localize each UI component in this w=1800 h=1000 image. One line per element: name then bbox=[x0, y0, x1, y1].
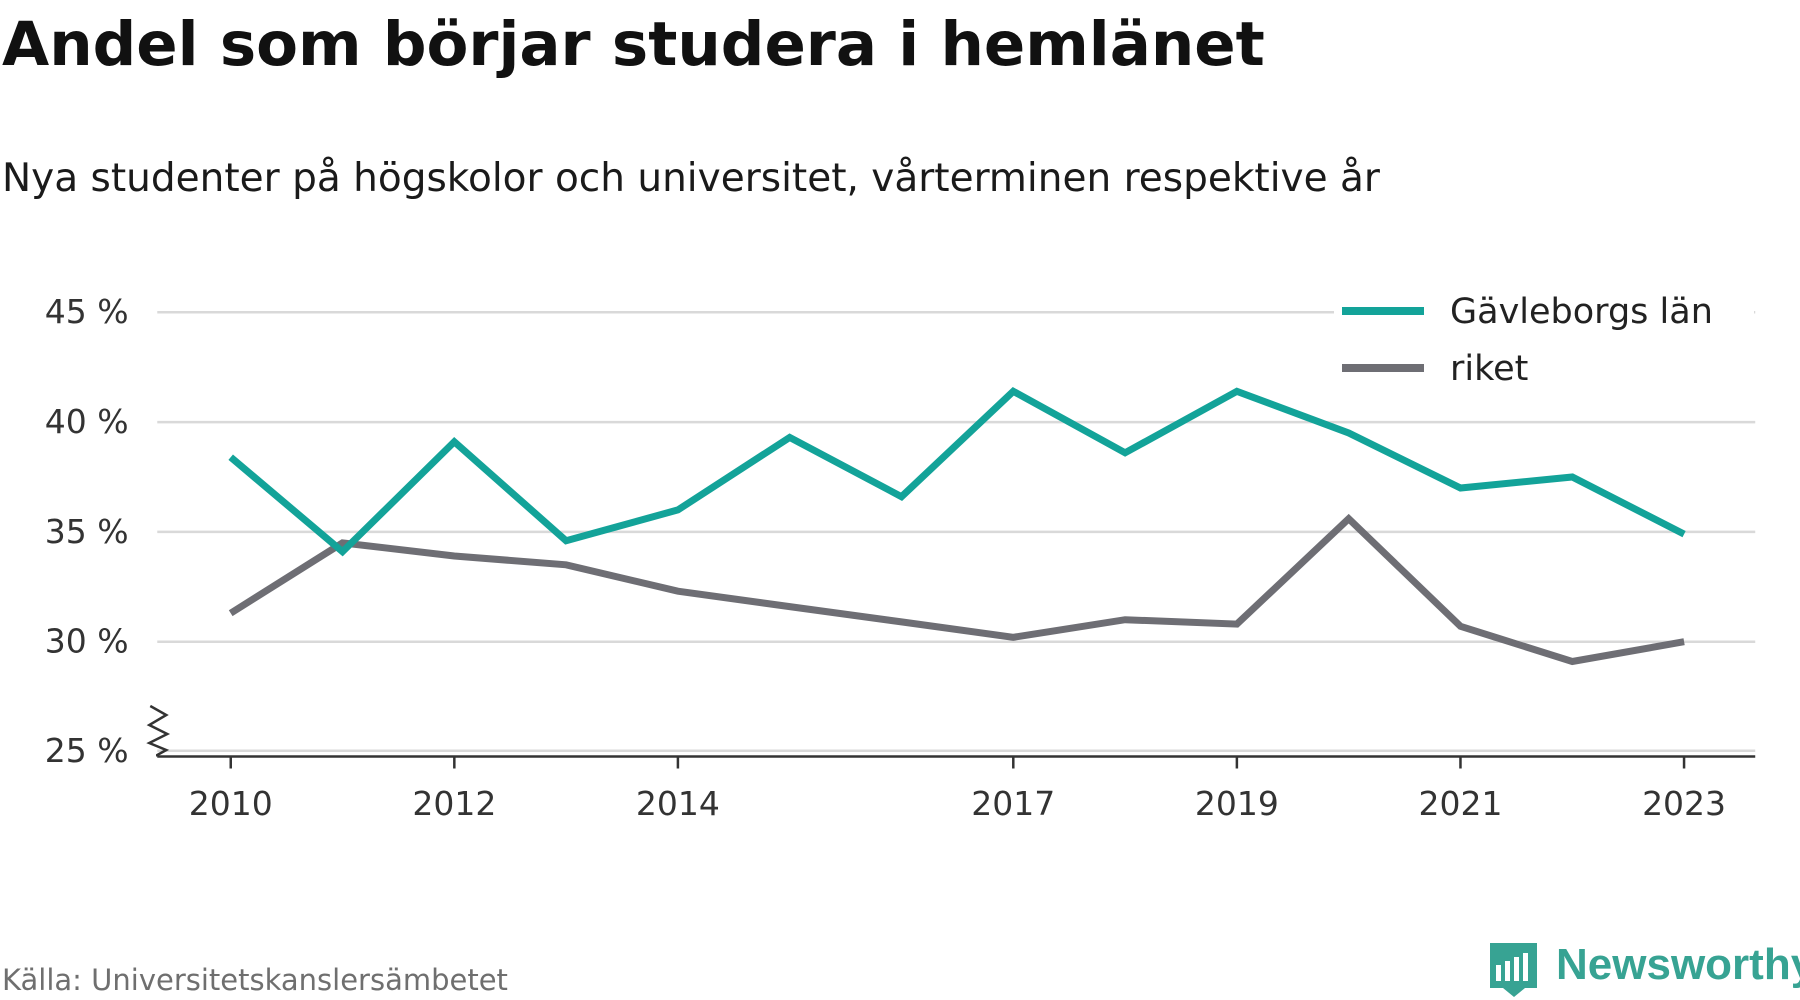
x-tick-label: 2012 bbox=[412, 784, 496, 823]
x-axis bbox=[146, 704, 1756, 758]
source-note: Källa: Universitetskanslersämbetet bbox=[2, 963, 508, 997]
gridlines bbox=[157, 310, 1756, 753]
y-tick-label: 30 % bbox=[45, 622, 129, 661]
legend-label: Gävleborgs län bbox=[1450, 292, 1713, 332]
x-tick-label: 2021 bbox=[1418, 784, 1502, 823]
y-axis-ticks: 25 % 30 % 35 % 40 % 45 % bbox=[45, 292, 129, 770]
y-tick-label: 40 % bbox=[45, 402, 129, 441]
brand-name: Newsworthy bbox=[1556, 940, 1800, 989]
x-tick-label: 2010 bbox=[189, 784, 273, 823]
legend: Gävleborgs län riket bbox=[1334, 292, 1754, 394]
x-axis-ticks: 2010 2012 2014 2017 2019 2021 2023 bbox=[189, 756, 1726, 823]
bar-chart-icon bbox=[1490, 943, 1537, 997]
x-tick-label: 2023 bbox=[1642, 784, 1726, 823]
y-tick-label: 45 % bbox=[45, 292, 129, 331]
series-line bbox=[228, 387, 1686, 557]
x-tick-label: 2019 bbox=[1195, 784, 1279, 823]
y-tick-label: 35 % bbox=[45, 512, 129, 551]
series-line bbox=[228, 513, 1685, 666]
newsworthy-logo: Newsworthy bbox=[1490, 940, 1800, 997]
legend-label: riket bbox=[1450, 349, 1528, 389]
series-lines bbox=[228, 387, 1686, 666]
y-axis-break-symbol bbox=[146, 704, 171, 757]
chart-title: Andel som börjar studera i hemlänet bbox=[2, 9, 1265, 80]
y-tick-label: 25 % bbox=[45, 731, 129, 770]
x-tick-label: 2017 bbox=[971, 784, 1055, 823]
chart-subtitle: Nya studenter på högskolor och universit… bbox=[2, 156, 1381, 201]
x-tick-label: 2014 bbox=[636, 784, 720, 823]
